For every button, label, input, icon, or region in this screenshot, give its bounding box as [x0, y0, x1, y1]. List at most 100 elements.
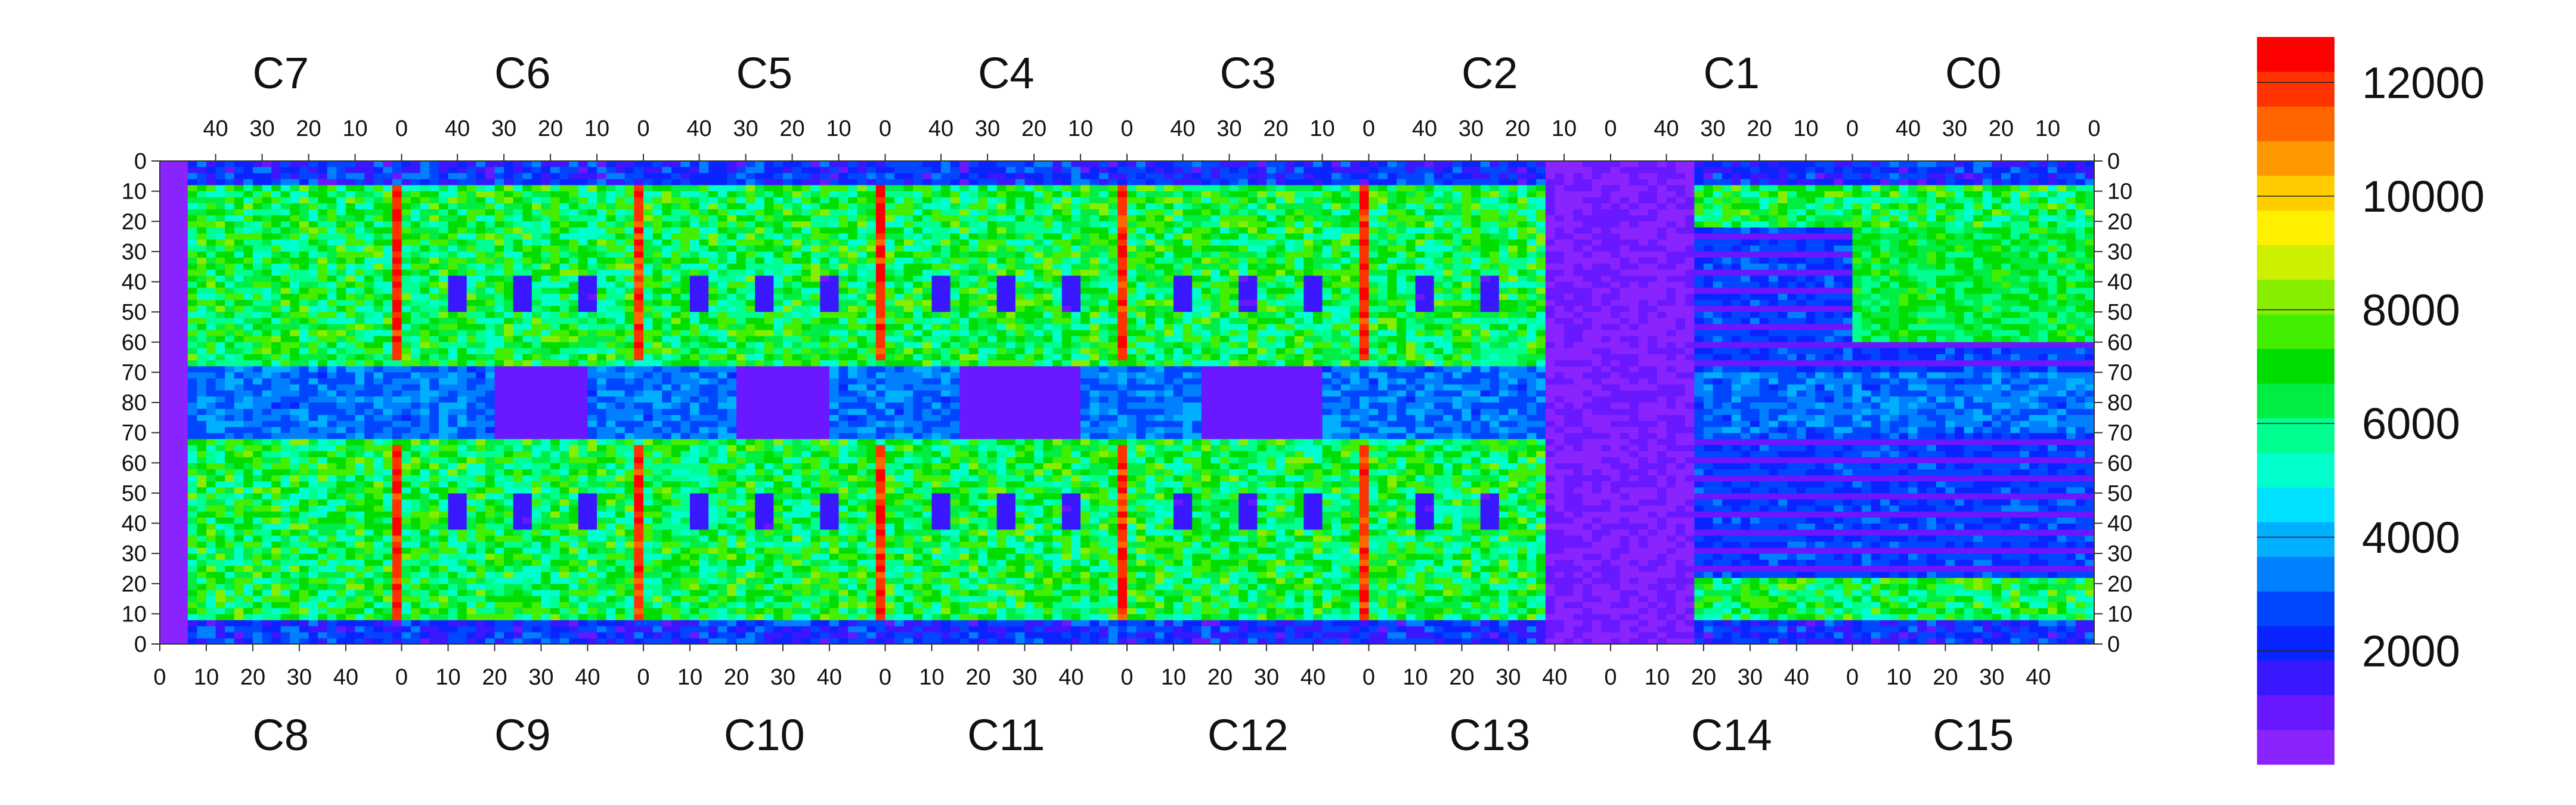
heatmap-cell: [187, 233, 197, 240]
heatmap-cell: [485, 330, 496, 337]
heatmap-cell: [597, 348, 607, 355]
heatmap-cell: [429, 336, 439, 343]
heatmap-cell: [1164, 239, 1174, 246]
heatmap-cell: [801, 239, 812, 246]
heatmap-cell: [652, 264, 662, 270]
heatmap-cell: [1229, 191, 1239, 198]
heatmap-cell: [1266, 191, 1277, 198]
heatmap-cell: [941, 221, 951, 228]
heatmap-cell: [318, 167, 328, 174]
heatmap-cell: [411, 161, 421, 168]
heatmap-cell: [848, 239, 858, 246]
heatmap-cell: [1239, 324, 1249, 331]
heatmap-cell: [764, 221, 774, 228]
heatmap-cell: [187, 354, 197, 361]
heatmap-cell: [782, 264, 793, 270]
heatmap-cell: [624, 281, 635, 289]
heatmap-cell: [680, 384, 691, 391]
heatmap-cell: [708, 384, 719, 391]
heatmap-cell: [922, 167, 933, 174]
heatmap-cell: [1154, 270, 1165, 276]
heatmap-cell: [299, 233, 309, 240]
heatmap-cell: [1229, 360, 1239, 367]
heatmap-cell: [234, 330, 244, 337]
heatmap-cell: [234, 360, 244, 367]
heatmap-cell: [1136, 281, 1146, 289]
heatmap-cell: [782, 348, 793, 355]
heatmap-cell: [392, 203, 402, 210]
heatmap-cell: [197, 185, 207, 192]
heatmap-cell: [764, 179, 774, 186]
heatmap-cell: [531, 173, 542, 179]
heatmap-cell: [215, 299, 225, 306]
heatmap-cell: [1173, 281, 1184, 289]
heatmap-cell: [504, 179, 514, 186]
heatmap-cell: [708, 299, 719, 306]
heatmap-cell: [959, 245, 970, 252]
heatmap-cell: [1247, 287, 1258, 295]
heatmap-cell: [671, 366, 681, 373]
heatmap-cell: [1229, 233, 1239, 240]
heatmap-cell: [894, 258, 905, 264]
heatmap-cell: [308, 281, 318, 289]
heatmap-cell: [1080, 233, 1091, 240]
heatmap-cell: [773, 233, 784, 240]
heatmap-cell: [996, 167, 1007, 174]
heatmap-cell: [578, 360, 589, 367]
heatmap-cell: [829, 336, 840, 343]
heatmap-cell: [1219, 161, 1230, 168]
heatmap-cell: [857, 258, 867, 264]
heatmap-cell: [1304, 293, 1314, 301]
heatmap-cell: [689, 209, 700, 216]
heatmap-cell: [652, 396, 662, 403]
heatmap-cell: [671, 179, 681, 186]
heatmap-cell: [745, 396, 756, 403]
heatmap-cell: [671, 264, 681, 270]
heatmap-cell: [727, 378, 737, 385]
heatmap-cell: [1136, 336, 1146, 343]
heatmap-cell: [290, 264, 300, 270]
heatmap-cell: [1127, 330, 1137, 337]
heatmap-cell: [643, 227, 654, 234]
heatmap-cell: [513, 215, 523, 222]
heatmap-cell: [280, 372, 290, 379]
heatmap-cell: [699, 318, 709, 324]
heatmap-cell: [857, 396, 867, 403]
heatmap-cell: [987, 330, 998, 337]
heatmap-cell: [1173, 354, 1184, 361]
heatmap-cell: [411, 348, 421, 355]
heatmap-cell: [541, 215, 551, 222]
heatmap-cell: [1154, 384, 1165, 391]
heatmap-cell: [1219, 384, 1230, 391]
heatmap-cell: [624, 179, 635, 186]
heatmap-cell: [169, 354, 179, 361]
heatmap-cell: [383, 348, 393, 355]
heatmap-cell: [1071, 264, 1081, 270]
heatmap-cell: [160, 258, 170, 264]
heatmap-cell: [187, 209, 197, 216]
heatmap-cell: [1192, 312, 1202, 318]
heatmap-cell: [1219, 281, 1230, 289]
heatmap-cell: [1239, 173, 1249, 179]
heatmap-cell: [215, 330, 225, 337]
heatmap-cell: [838, 251, 849, 258]
heatmap-cell: [345, 372, 356, 379]
heatmap-cell: [355, 161, 365, 168]
heatmap-cell: [792, 270, 802, 276]
heatmap-cell: [1145, 390, 1156, 397]
heatmap-cell: [801, 227, 812, 234]
heatmap-cell: [411, 258, 421, 264]
heatmap-cell: [494, 221, 504, 228]
heatmap-cell: [299, 324, 309, 331]
heatmap-cell: [857, 384, 867, 391]
heatmap-cell: [225, 318, 235, 324]
heatmap-cell: [1043, 227, 1053, 234]
heatmap-cell: [243, 275, 253, 283]
heatmap-cell: [894, 215, 905, 222]
heatmap-cell: [1108, 270, 1119, 276]
heatmap-cell: [727, 324, 737, 331]
heatmap-cell: [327, 366, 337, 373]
heatmap-cell: [299, 342, 309, 349]
heatmap-cell: [160, 161, 170, 168]
heatmap-cell: [1257, 179, 1267, 186]
